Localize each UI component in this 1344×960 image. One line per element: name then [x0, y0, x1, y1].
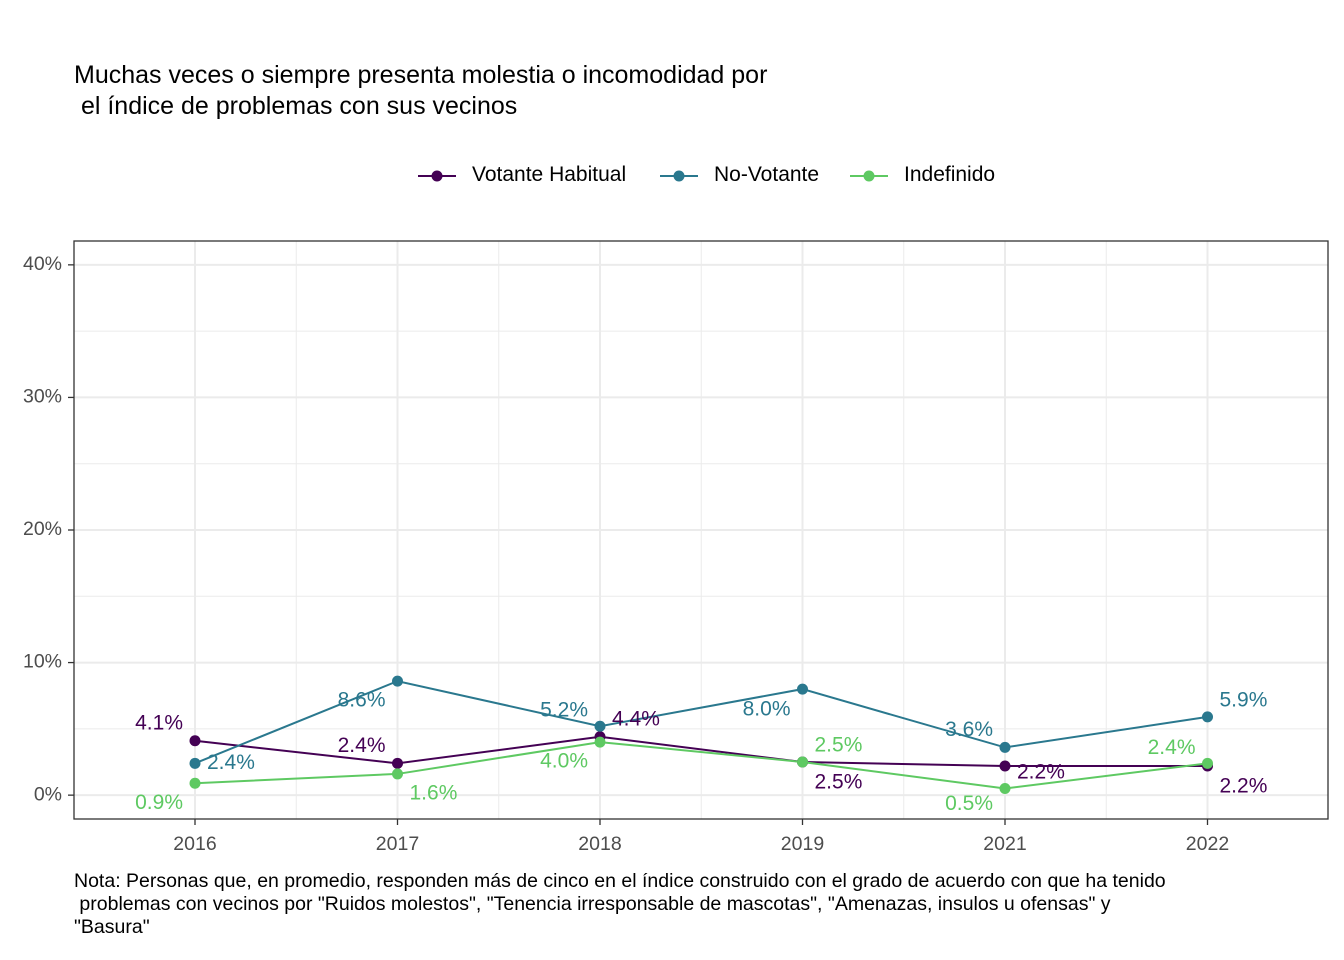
data-point-1-2: [594, 720, 606, 732]
data-point-0-1: [392, 757, 403, 769]
data-label-2-2: 4.0%: [540, 750, 588, 773]
chart-note-line-2: problemas con vecinos por "Ruidos molest…: [74, 893, 1111, 915]
legend-label-no-votante: No-Votante: [714, 163, 820, 186]
data-point-1-3: [797, 683, 808, 695]
data-label-0-5: 2.2%: [1220, 775, 1268, 798]
data-label-2-1: 1.6%: [410, 781, 458, 804]
chart-note-line-1: Nota: Personas que, en promedio, respond…: [74, 870, 1166, 892]
x-tick-label: 2017: [376, 833, 419, 855]
series-line-2: [194, 741, 1208, 790]
data-label-0-4: 2.2%: [1017, 761, 1065, 784]
data-label-2-5: 2.4%: [1148, 736, 1196, 759]
data-label-0-3: 2.5%: [815, 771, 863, 794]
legend-key-votante-habitual: [418, 170, 456, 182]
x-tick-label: 2022: [1186, 833, 1229, 855]
data-label-2-4: 0.5%: [945, 792, 993, 815]
data-point-2-2: [594, 736, 606, 748]
data-point-2-5: [1202, 757, 1213, 769]
data-label-1-4: 3.6%: [945, 718, 993, 741]
data-point-2-0: [189, 777, 201, 789]
chart-title-line-1: Muchas veces o siempre presenta molestia…: [74, 61, 768, 89]
data-point-0-0: [189, 735, 201, 747]
legend-label-votante-habitual: Votante Habitual: [472, 163, 627, 186]
data-label-0-1: 2.4%: [338, 734, 386, 757]
series-line-1: [194, 680, 1208, 765]
legend: Votante Habitual No-Votante Indefinido: [0, 160, 1344, 192]
data-label-2-3: 2.5%: [815, 734, 863, 757]
data-label-1-3: 8.0%: [743, 698, 791, 721]
data-label-1-2: 5.2%: [540, 699, 588, 722]
chart-title-line-2: el índice de problemas con sus vecinos: [74, 92, 518, 120]
data-point-2-1: [392, 768, 403, 780]
x-tick-label: 2016: [173, 833, 216, 855]
y-tick-label: 0%: [34, 783, 62, 805]
data-label-1-1: 8.6%: [338, 689, 386, 712]
data-point-1-0: [189, 757, 201, 769]
data-label-0-2: 4.4%: [612, 707, 660, 730]
legend-key-indefinido: [850, 170, 888, 182]
x-tick-label: 2021: [983, 833, 1026, 855]
chart-title: Muchas veces o siempre presenta molestia…: [74, 60, 767, 122]
y-tick-label: 10%: [23, 651, 62, 673]
y-tick-label: 40%: [23, 253, 62, 275]
legend-label-indefinido: Indefinido: [904, 163, 996, 186]
data-point-2-4: [999, 783, 1011, 795]
y-tick-label: 20%: [23, 518, 62, 540]
data-point-2-3: [797, 756, 808, 768]
chart-note: Nota: Personas que, en promedio, respond…: [74, 870, 1344, 939]
data-label-1-0: 2.4%: [207, 751, 255, 774]
data-label-0-0: 4.1%: [135, 711, 183, 734]
data-point-0-4: [999, 760, 1011, 772]
data-point-1-5: [1202, 711, 1213, 723]
data-point-1-4: [999, 741, 1011, 753]
data-label-2-0: 0.9%: [135, 791, 183, 814]
data-label-1-5: 5.9%: [1220, 688, 1268, 711]
data-point-1-1: [392, 675, 403, 687]
series-line-0: [194, 735, 1208, 767]
x-tick-label: 2018: [578, 833, 621, 855]
legend-key-no-votante: [660, 170, 698, 182]
chart-note-line-3: "Basura": [74, 916, 150, 938]
y-tick-label: 30%: [23, 386, 62, 408]
x-tick-label: 2019: [781, 833, 824, 855]
